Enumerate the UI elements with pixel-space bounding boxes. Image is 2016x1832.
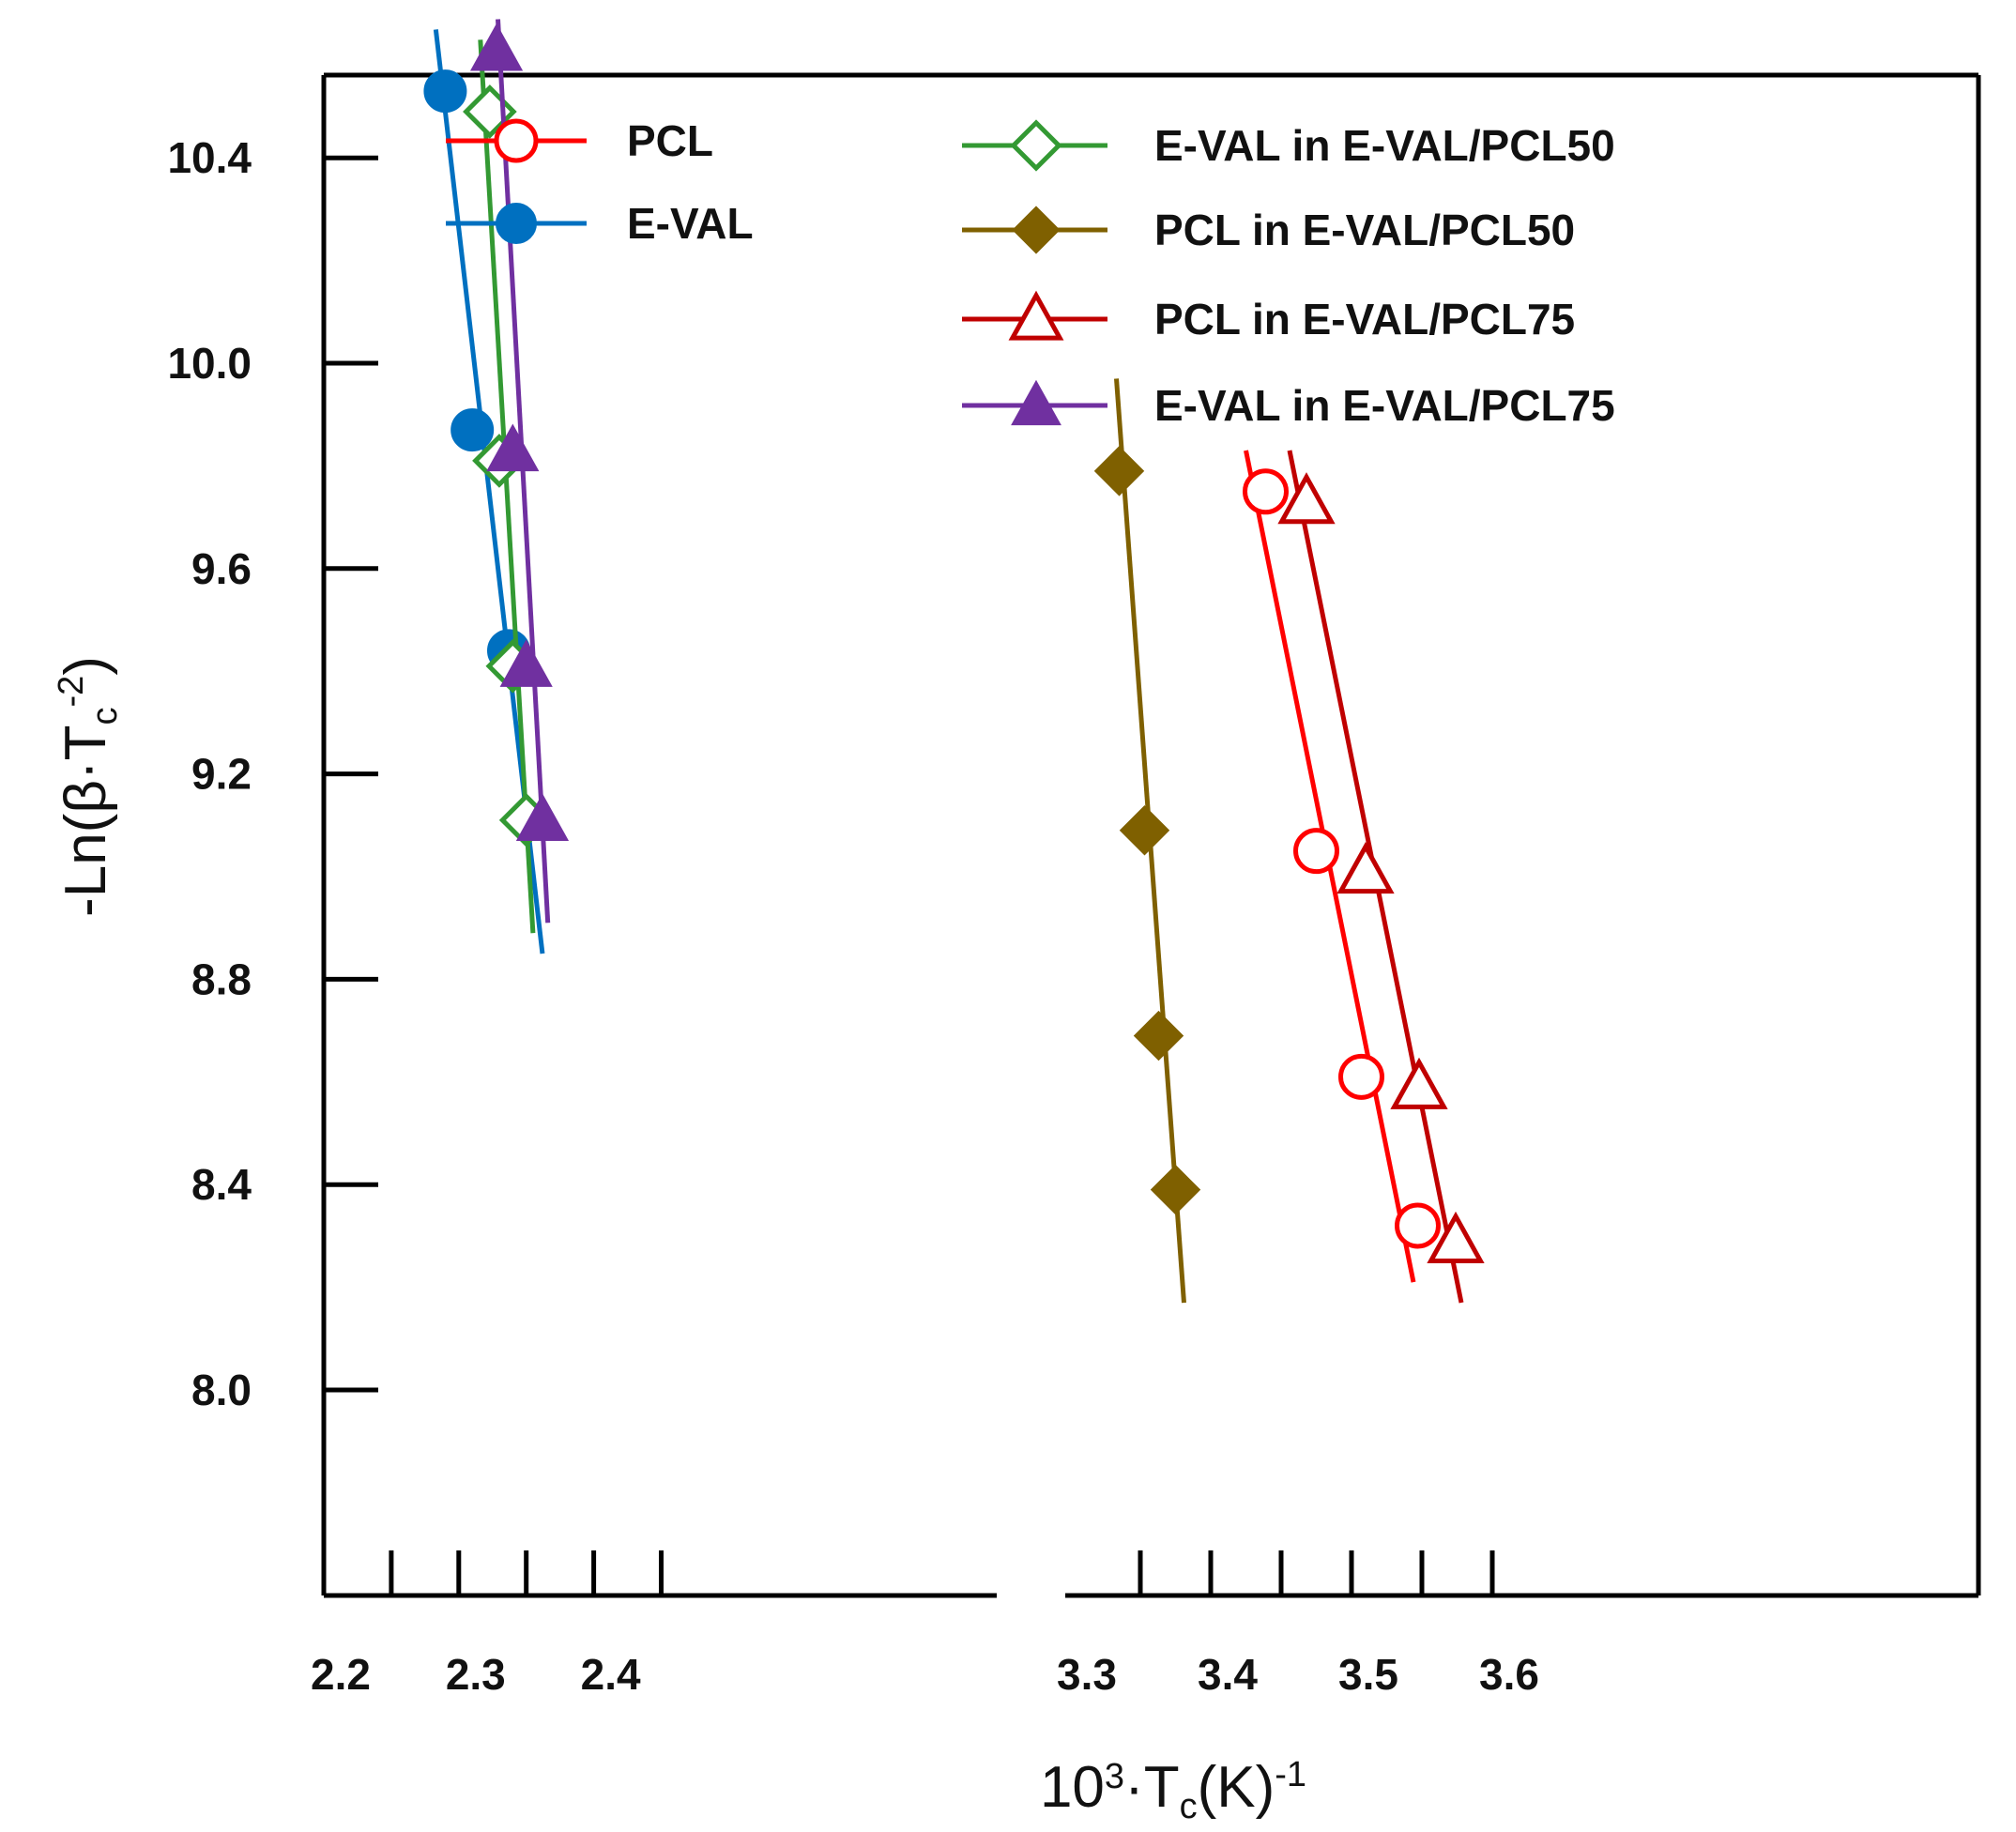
x-tick-label: 2.3 (446, 1650, 506, 1699)
x-tick-label: 2.2 (311, 1650, 371, 1699)
data-point-e-val-in-e-val-pcl75 (486, 423, 540, 472)
legend-marker (1012, 206, 1061, 254)
legend-label: PCL in E-VAL/PCL50 (1154, 206, 1575, 254)
legend-item-pcl-in-e-val-pcl75: PCL in E-VAL/PCL75 (962, 290, 1575, 344)
series-e-val-in-e-val-pcl75 (469, 19, 570, 924)
data-point-pcl-in-e-val-pcl75 (1390, 1057, 1448, 1109)
legend-marker (494, 118, 539, 163)
x-axis: 2.2 2.3 2.4 3.3 3.4 3.5 3.6 (311, 1550, 1539, 1699)
y-tick-label: 8.4 (191, 1160, 252, 1209)
data-point-e-val-in-e-val-pcl75 (499, 639, 553, 687)
data-point-e-val-in-e-val-pcl75 (515, 793, 570, 841)
y-tick-label: 8.8 (191, 954, 252, 1003)
x-tick-label: 3.3 (1057, 1650, 1117, 1699)
y-tick-label: 8.0 (191, 1366, 252, 1414)
legend-marker (1010, 119, 1062, 172)
data-point-pcl-in-e-val-pcl75 (1427, 1211, 1485, 1263)
legend-label: E-VAL in E-VAL/PCL50 (1154, 121, 1615, 170)
data-point-pcl-in-e-val-pcl50 (1093, 446, 1145, 496)
data-point-pcl-in-e-val-pcl75 (1277, 472, 1336, 525)
legend-item-e-val: E-VAL (446, 199, 754, 248)
legend-marker (1011, 379, 1061, 426)
data-point-pcl (1338, 1053, 1384, 1100)
legend-label: E-VAL (627, 199, 754, 248)
data-point-pcl-in-e-val-pcl50 (1150, 1164, 1201, 1215)
legend-item-pcl-in-e-val-pcl50: PCL in E-VAL/PCL50 (962, 206, 1575, 254)
data-point-e-val (451, 408, 495, 452)
data-point-pcl-in-e-val-pcl50 (1119, 805, 1170, 856)
x-tick-label: 3.5 (1338, 1650, 1398, 1699)
data-point-pcl (1243, 468, 1289, 515)
legend-marker (1008, 290, 1064, 341)
series-pcl (1243, 450, 1441, 1283)
x-tick-label: 2.4 (581, 1650, 641, 1699)
series-pcl-in-e-val-pcl75 (1277, 450, 1485, 1304)
y-tick-label: 10.4 (167, 133, 252, 182)
data-point-e-val-in-e-val-pcl75 (469, 23, 524, 71)
y-axis: 8.08.48.89.29.610.010.410.811.2 (167, 133, 378, 1414)
y-tick-label: 9.6 (191, 544, 252, 593)
x-tick-label: 3.6 (1479, 1650, 1539, 1699)
data-point-pcl-in-e-val-pcl75 (1336, 841, 1395, 894)
series-layer (423, 19, 1485, 1304)
fit-line-e-val-in-e-val-pcl50 (478, 39, 536, 934)
legend-marker (496, 203, 537, 244)
data-point-pcl (1293, 828, 1339, 875)
legend-item-e-val-in-e-val-pcl50: E-VAL in E-VAL/PCL50 (962, 119, 1615, 172)
legend: PCL E-VAL E-VAL in E-VAL/PCL50 PCL in E-VAL… (446, 116, 1615, 430)
data-point-pcl-in-e-val-pcl50 (1133, 1010, 1184, 1061)
legend-item-pcl: PCL (446, 116, 713, 165)
legend-label: PCL in E-VAL/PCL75 (1154, 295, 1575, 344)
legend-label: PCL (627, 116, 713, 165)
data-point-e-val (423, 69, 467, 114)
y-axis-title: -Ln(β·Tc-2) (52, 656, 125, 917)
y-tick-label: 10.0 (167, 339, 252, 388)
legend-label: E-VAL in E-VAL/PCL75 (1154, 381, 1615, 430)
series-pcl-in-e-val-pcl50 (1093, 378, 1201, 1304)
x-axis-title: 103·Tc(K)-1 (1040, 1755, 1306, 1826)
legend-item-e-val-in-e-val-pcl75: E-VAL in E-VAL/PCL75 (962, 379, 1615, 430)
data-point-pcl (1395, 1202, 1441, 1249)
x-tick-label: 3.4 (1198, 1650, 1258, 1699)
y-tick-label: 9.2 (191, 750, 252, 799)
plot-frame (321, 72, 1981, 1598)
